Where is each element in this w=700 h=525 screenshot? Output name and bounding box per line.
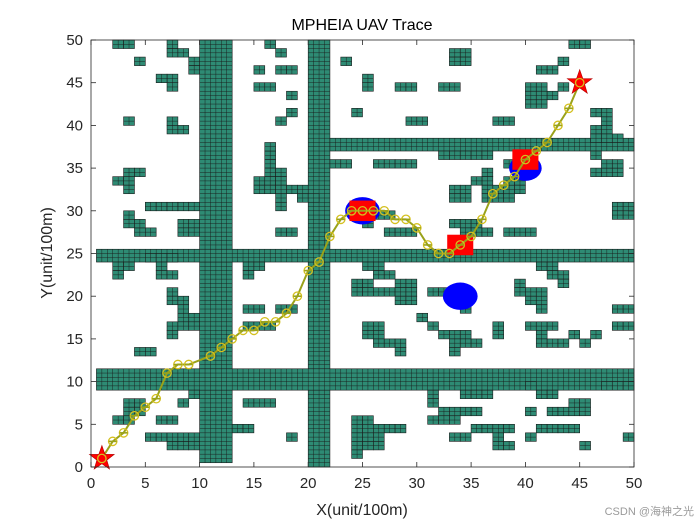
- waypoint-marker: [553, 120, 563, 131]
- y-tick-label: 10: [66, 374, 83, 391]
- waypoint-marker: [346, 205, 357, 216]
- waypoint-marker: [162, 368, 172, 378]
- x-tick-label: 10: [191, 475, 208, 492]
- waypoint-marker: [216, 342, 227, 353]
- x-tick-label: 20: [300, 475, 317, 492]
- waypoint-marker: [238, 325, 248, 336]
- threat-circle: [442, 282, 478, 310]
- waypoint-marker: [531, 146, 542, 156]
- waypoint-marker: [455, 240, 466, 250]
- waypoint-marker: [118, 427, 129, 438]
- waypoint-marker: [411, 223, 422, 233]
- waypoint-marker: [249, 325, 259, 336]
- x-tick-label: 25: [354, 475, 371, 492]
- y-tick-label: 5: [75, 416, 83, 433]
- waypoint-marker: [509, 171, 520, 182]
- y-tick-label: 40: [66, 117, 83, 134]
- waypoint-marker: [498, 180, 509, 191]
- waypoint-marker: [379, 205, 390, 216]
- waypoint-marker: [303, 265, 314, 276]
- x-tick-label: 35: [463, 475, 480, 492]
- waypoint-marker: [357, 205, 368, 216]
- waypoint-marker: [477, 214, 487, 225]
- start-star: [88, 444, 116, 470]
- x-tick-label: 50: [626, 475, 643, 492]
- waypoint-marker: [281, 308, 292, 319]
- waypoint-marker: [129, 410, 140, 421]
- x-tick-label: 30: [408, 475, 425, 492]
- waypoint-marker: [270, 316, 281, 327]
- waypoint-marker: [368, 205, 379, 216]
- waypoint-marker: [563, 103, 574, 114]
- x-tick-label: 40: [517, 475, 534, 492]
- waypoint-marker: [227, 334, 238, 344]
- y-tick-label: 25: [66, 246, 83, 263]
- waypoint-marker: [151, 393, 162, 404]
- obstacle-band: [96, 368, 635, 391]
- plot-area: 0 5 10 15 20 25 30 35 40 45 50 0 5 10 15 20 25 30 35 40 45 50: [66, 32, 642, 492]
- waypoint-marker: [314, 257, 324, 267]
- x-axis-label: X(unit/100m): [316, 502, 408, 519]
- y-tick-label: 15: [66, 331, 83, 348]
- y-tick-label: 30: [66, 203, 83, 220]
- x-tick-label: 5: [141, 475, 149, 492]
- waypoint-marker: [444, 248, 455, 259]
- x-tick-label: 0: [87, 475, 95, 492]
- waypoint-marker: [325, 231, 335, 242]
- waypoint-marker: [401, 214, 411, 225]
- x-tick-label: 45: [571, 475, 588, 492]
- waypoint-marker: [487, 188, 498, 199]
- waypoint-marker: [107, 436, 118, 447]
- waypoint-marker: [173, 359, 183, 370]
- watermark: CSDN @海神之光: [604, 506, 694, 518]
- waypoint-marker: [205, 351, 216, 361]
- y-tick-label: 0: [75, 459, 83, 476]
- waypoint-marker: [520, 154, 531, 165]
- y-tick-label: 35: [66, 160, 83, 177]
- waypoint-marker: [140, 402, 151, 413]
- y-axis-label: Y(unit/100m): [39, 207, 56, 299]
- waypoint-marker: [542, 137, 552, 148]
- waypoint-marker: [433, 248, 444, 259]
- y-tick-label: 45: [66, 75, 83, 92]
- waypoint-marker: [259, 316, 270, 327]
- waypoint-marker: [390, 214, 400, 225]
- waypoint-marker: [466, 231, 476, 242]
- goal-star-marker: [574, 77, 585, 88]
- y-tick-label: 20: [66, 288, 83, 305]
- start-star-marker: [97, 453, 107, 464]
- y-tick-label: 50: [66, 32, 83, 49]
- waypoint-marker: [183, 359, 194, 370]
- waypoint-marker: [292, 291, 303, 302]
- waypoint-marker: [422, 240, 433, 250]
- chart-title: MPHEIA UAV Trace: [291, 17, 432, 34]
- waypoint-marker: [335, 214, 346, 225]
- goal-star: [566, 68, 593, 94]
- x-tick-label: 15: [246, 475, 263, 492]
